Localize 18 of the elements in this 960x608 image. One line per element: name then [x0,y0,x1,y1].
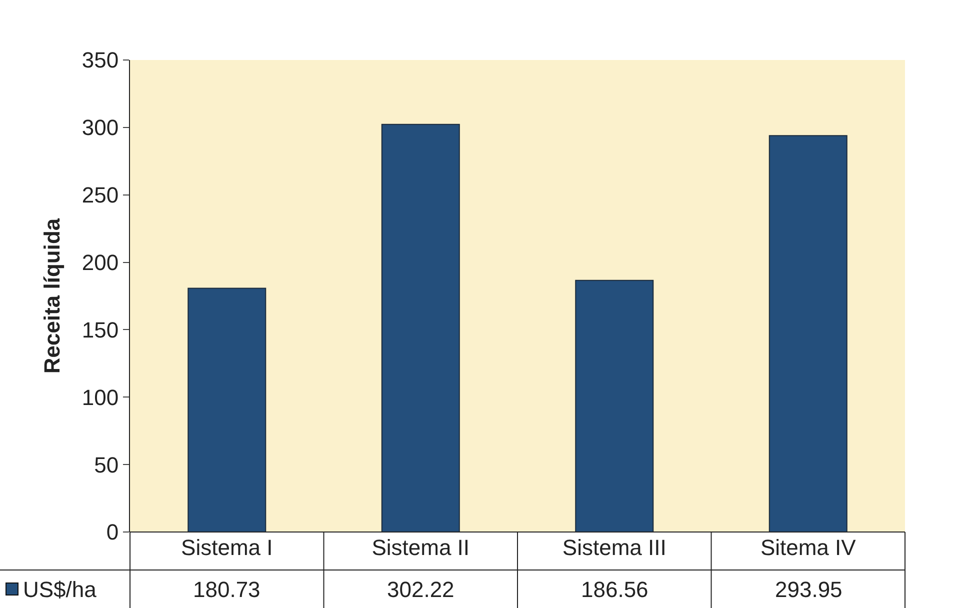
y-tick-label: 300 [82,115,119,140]
y-tick-label: 100 [82,384,119,410]
y-tick-label: 0 [106,520,119,545]
x-tick-label: Sistema III [562,535,666,560]
data-label: 186.56 [581,577,648,602]
data-label: 293.95 [775,577,842,602]
x-tick-label: Sistema II [372,535,470,560]
data-label: 180.73 [193,577,260,602]
legend-label: US$/ha [23,577,98,602]
y-axis-title: Receita líquida [40,218,65,374]
data-label: 302.22 [387,577,454,602]
y-tick-label: 250 [82,182,119,208]
y-tick-label: 150 [82,317,119,342]
y-tick-label: 350 [82,48,119,73]
x-tick-label: Sitema IV [760,535,856,560]
y-tick-label: 50 [94,452,119,478]
x-tick-label: Sistema I [181,535,273,560]
y-tick-label: 200 [82,250,119,275]
